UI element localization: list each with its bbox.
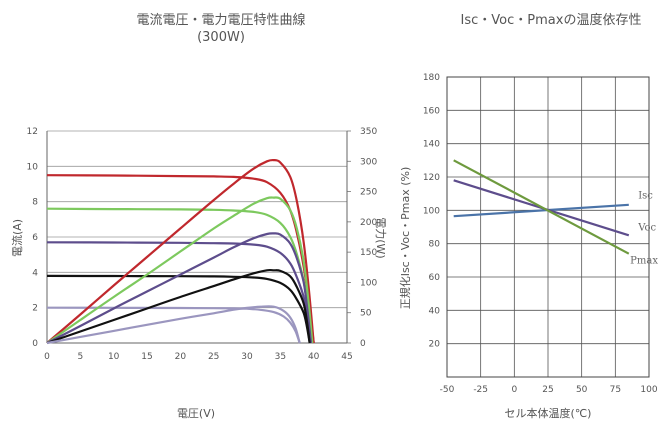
right-xtick-label-3: 25: [542, 385, 553, 395]
left-xtick-label-4: 20: [175, 352, 187, 362]
left-y2tick-label-2: 100: [360, 278, 377, 288]
right-xtick-label-6: 100: [640, 385, 657, 395]
right-series-pmax-line: [453, 159, 630, 255]
right-ytick-label-8: 180: [423, 73, 440, 83]
left-xtick-label-2: 10: [108, 352, 120, 362]
left-y2tick-label-3: 150: [360, 248, 377, 258]
right-series-label-voc: Voc: [637, 222, 656, 233]
left-ytick-label-2: 4: [32, 268, 38, 278]
left-y2tick-label-6: 300: [360, 157, 377, 167]
left-ytick-label-1: 2: [32, 304, 38, 314]
left-xtick-label-9: 45: [341, 352, 352, 362]
right-ytick-label-7: 160: [423, 106, 440, 116]
right-chart-ylabel: 正規化Isc・Voc・Pmax (%): [398, 167, 412, 310]
left-series-current-2: [46, 241, 313, 344]
left-y2tick-label-4: 200: [360, 218, 377, 228]
left-y2tick-label-5: 250: [360, 188, 377, 198]
right-ytick-label-3: 80: [429, 240, 441, 250]
right-chart-title: Isc・Voc・Pmaxの温度依存性: [461, 12, 642, 28]
left-xtick-label-0: 0: [44, 352, 50, 362]
right-xtick-label-5: 75: [610, 385, 621, 395]
left-y2tick-label-1: 50: [360, 309, 372, 319]
left-series-power-8: [46, 268, 311, 345]
left-series-power-7: [46, 232, 313, 344]
left-ytick-label-0: 0: [32, 339, 38, 349]
right-xtick-label-1: -25: [473, 385, 488, 395]
left-xtick-label-6: 30: [241, 352, 253, 362]
right-ytick-label-5: 120: [423, 173, 440, 183]
left-ytick-label-6: 12: [27, 127, 38, 137]
right-xtick-label-4: 50: [576, 385, 588, 395]
right-xtick-label-0: -50: [440, 385, 455, 395]
left-y2tick-label-7: 350: [360, 127, 377, 137]
left-ytick-label-3: 6: [32, 233, 38, 243]
right-ytick-label-6: 140: [423, 140, 440, 150]
right-ytick-label-2: 60: [429, 273, 441, 283]
right-xtick-label-2: 0: [511, 385, 517, 395]
left-ytick-label-5: 10: [27, 162, 39, 172]
right-series-label-pmax: Pmax: [630, 256, 658, 267]
left-series-power-5: [46, 158, 315, 344]
left-chart-xlabel: 電圧(V): [177, 407, 215, 420]
left-ytick-label-4: 8: [32, 198, 38, 208]
left-y2tick-label-0: 0: [360, 339, 366, 349]
right-chart-xlabel: セル本体温度(℃): [505, 406, 592, 420]
right-series-isc-line: [453, 203, 629, 218]
left-series-current-4: [46, 306, 301, 344]
left-xtick-label-3: 15: [141, 352, 152, 362]
left-xtick-label-5: 25: [208, 352, 219, 362]
left-chart-ylabel: 電流(A): [10, 219, 24, 257]
left-chart-y2label: 電力(W): [374, 217, 387, 258]
left-chart-subtitle: (300W): [197, 30, 245, 45]
right-ytick-label-4: 100: [423, 206, 440, 216]
left-series-power-9: [46, 305, 301, 345]
right-ytick-label-1: 40: [429, 306, 441, 316]
right-plot-frame: [446, 76, 650, 378]
left-chart-title: 電流電圧・電力電圧特性曲線: [136, 12, 305, 28]
left-series-power-6: [46, 196, 314, 344]
right-series-label-isc: Isc: [638, 191, 653, 202]
left-xtick-label-8: 40: [308, 352, 320, 362]
left-xtick-label-7: 35: [275, 352, 286, 362]
right-ytick-label-0: 20: [429, 340, 441, 350]
left-xtick-label-1: 5: [77, 352, 83, 362]
